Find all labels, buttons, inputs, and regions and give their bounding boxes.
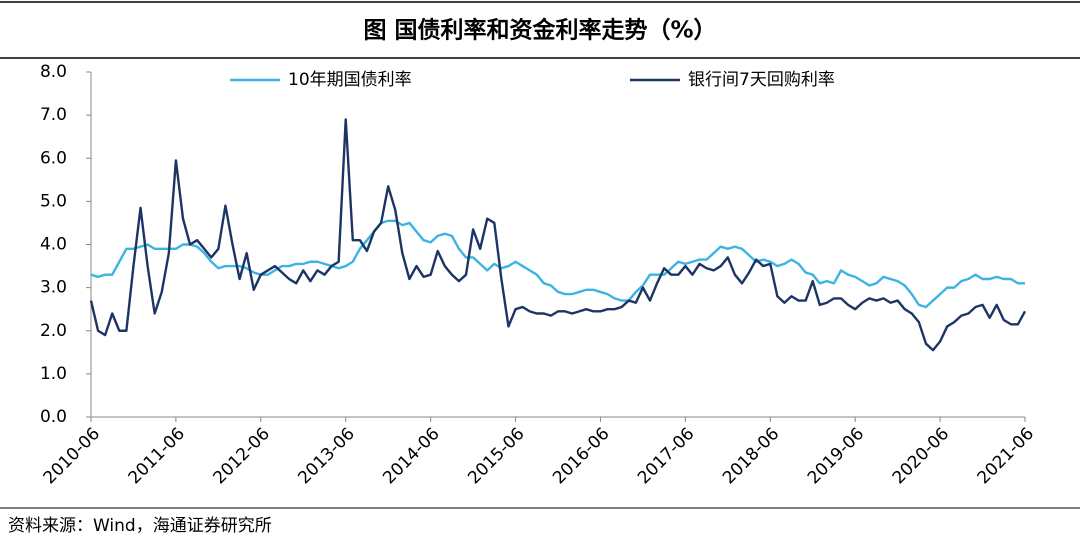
legend-label: 10年期国债利率 bbox=[288, 70, 412, 90]
y-tick-label: 7.0 bbox=[40, 105, 67, 125]
x-tick-label: 2020-06 bbox=[889, 424, 953, 488]
y-tick-label: 5.0 bbox=[40, 191, 67, 211]
x-tick-label: 2016-06 bbox=[549, 424, 613, 488]
x-tick-label: 2011-06 bbox=[125, 424, 189, 488]
x-tick-label: 2010-06 bbox=[40, 424, 104, 488]
x-tick-label: 2018-06 bbox=[719, 424, 783, 488]
y-tick-label: 0.0 bbox=[40, 407, 67, 427]
x-tick-label: 2017-06 bbox=[634, 424, 698, 488]
legend-label: 银行间7天回购利率 bbox=[688, 70, 835, 90]
source: 资料来源：Wind，海通证券研究所 bbox=[8, 516, 272, 536]
y-tick-label: 3.0 bbox=[40, 278, 67, 298]
x-tick-label: 2019-06 bbox=[804, 424, 868, 488]
x-tick-label: 2014-06 bbox=[379, 424, 443, 488]
series-line bbox=[90, 219, 1025, 309]
y-tick-label: 2.0 bbox=[40, 321, 67, 341]
y-tick-label: 6.0 bbox=[40, 148, 67, 168]
y-tick-label: 4.0 bbox=[40, 235, 67, 255]
x-tick-label: 2013-06 bbox=[294, 424, 358, 488]
x-tick-label: 2015-06 bbox=[464, 424, 528, 488]
series-line bbox=[89, 118, 1027, 352]
x-tick-label: 2012-06 bbox=[210, 424, 274, 488]
x-tick-label: 2021-06 bbox=[974, 424, 1038, 488]
y-tick-label: 1.0 bbox=[40, 364, 67, 384]
y-tick-label: 8.0 bbox=[40, 62, 67, 82]
chart-title: 图 国债利率和资金利率走势（%） bbox=[363, 17, 716, 44]
